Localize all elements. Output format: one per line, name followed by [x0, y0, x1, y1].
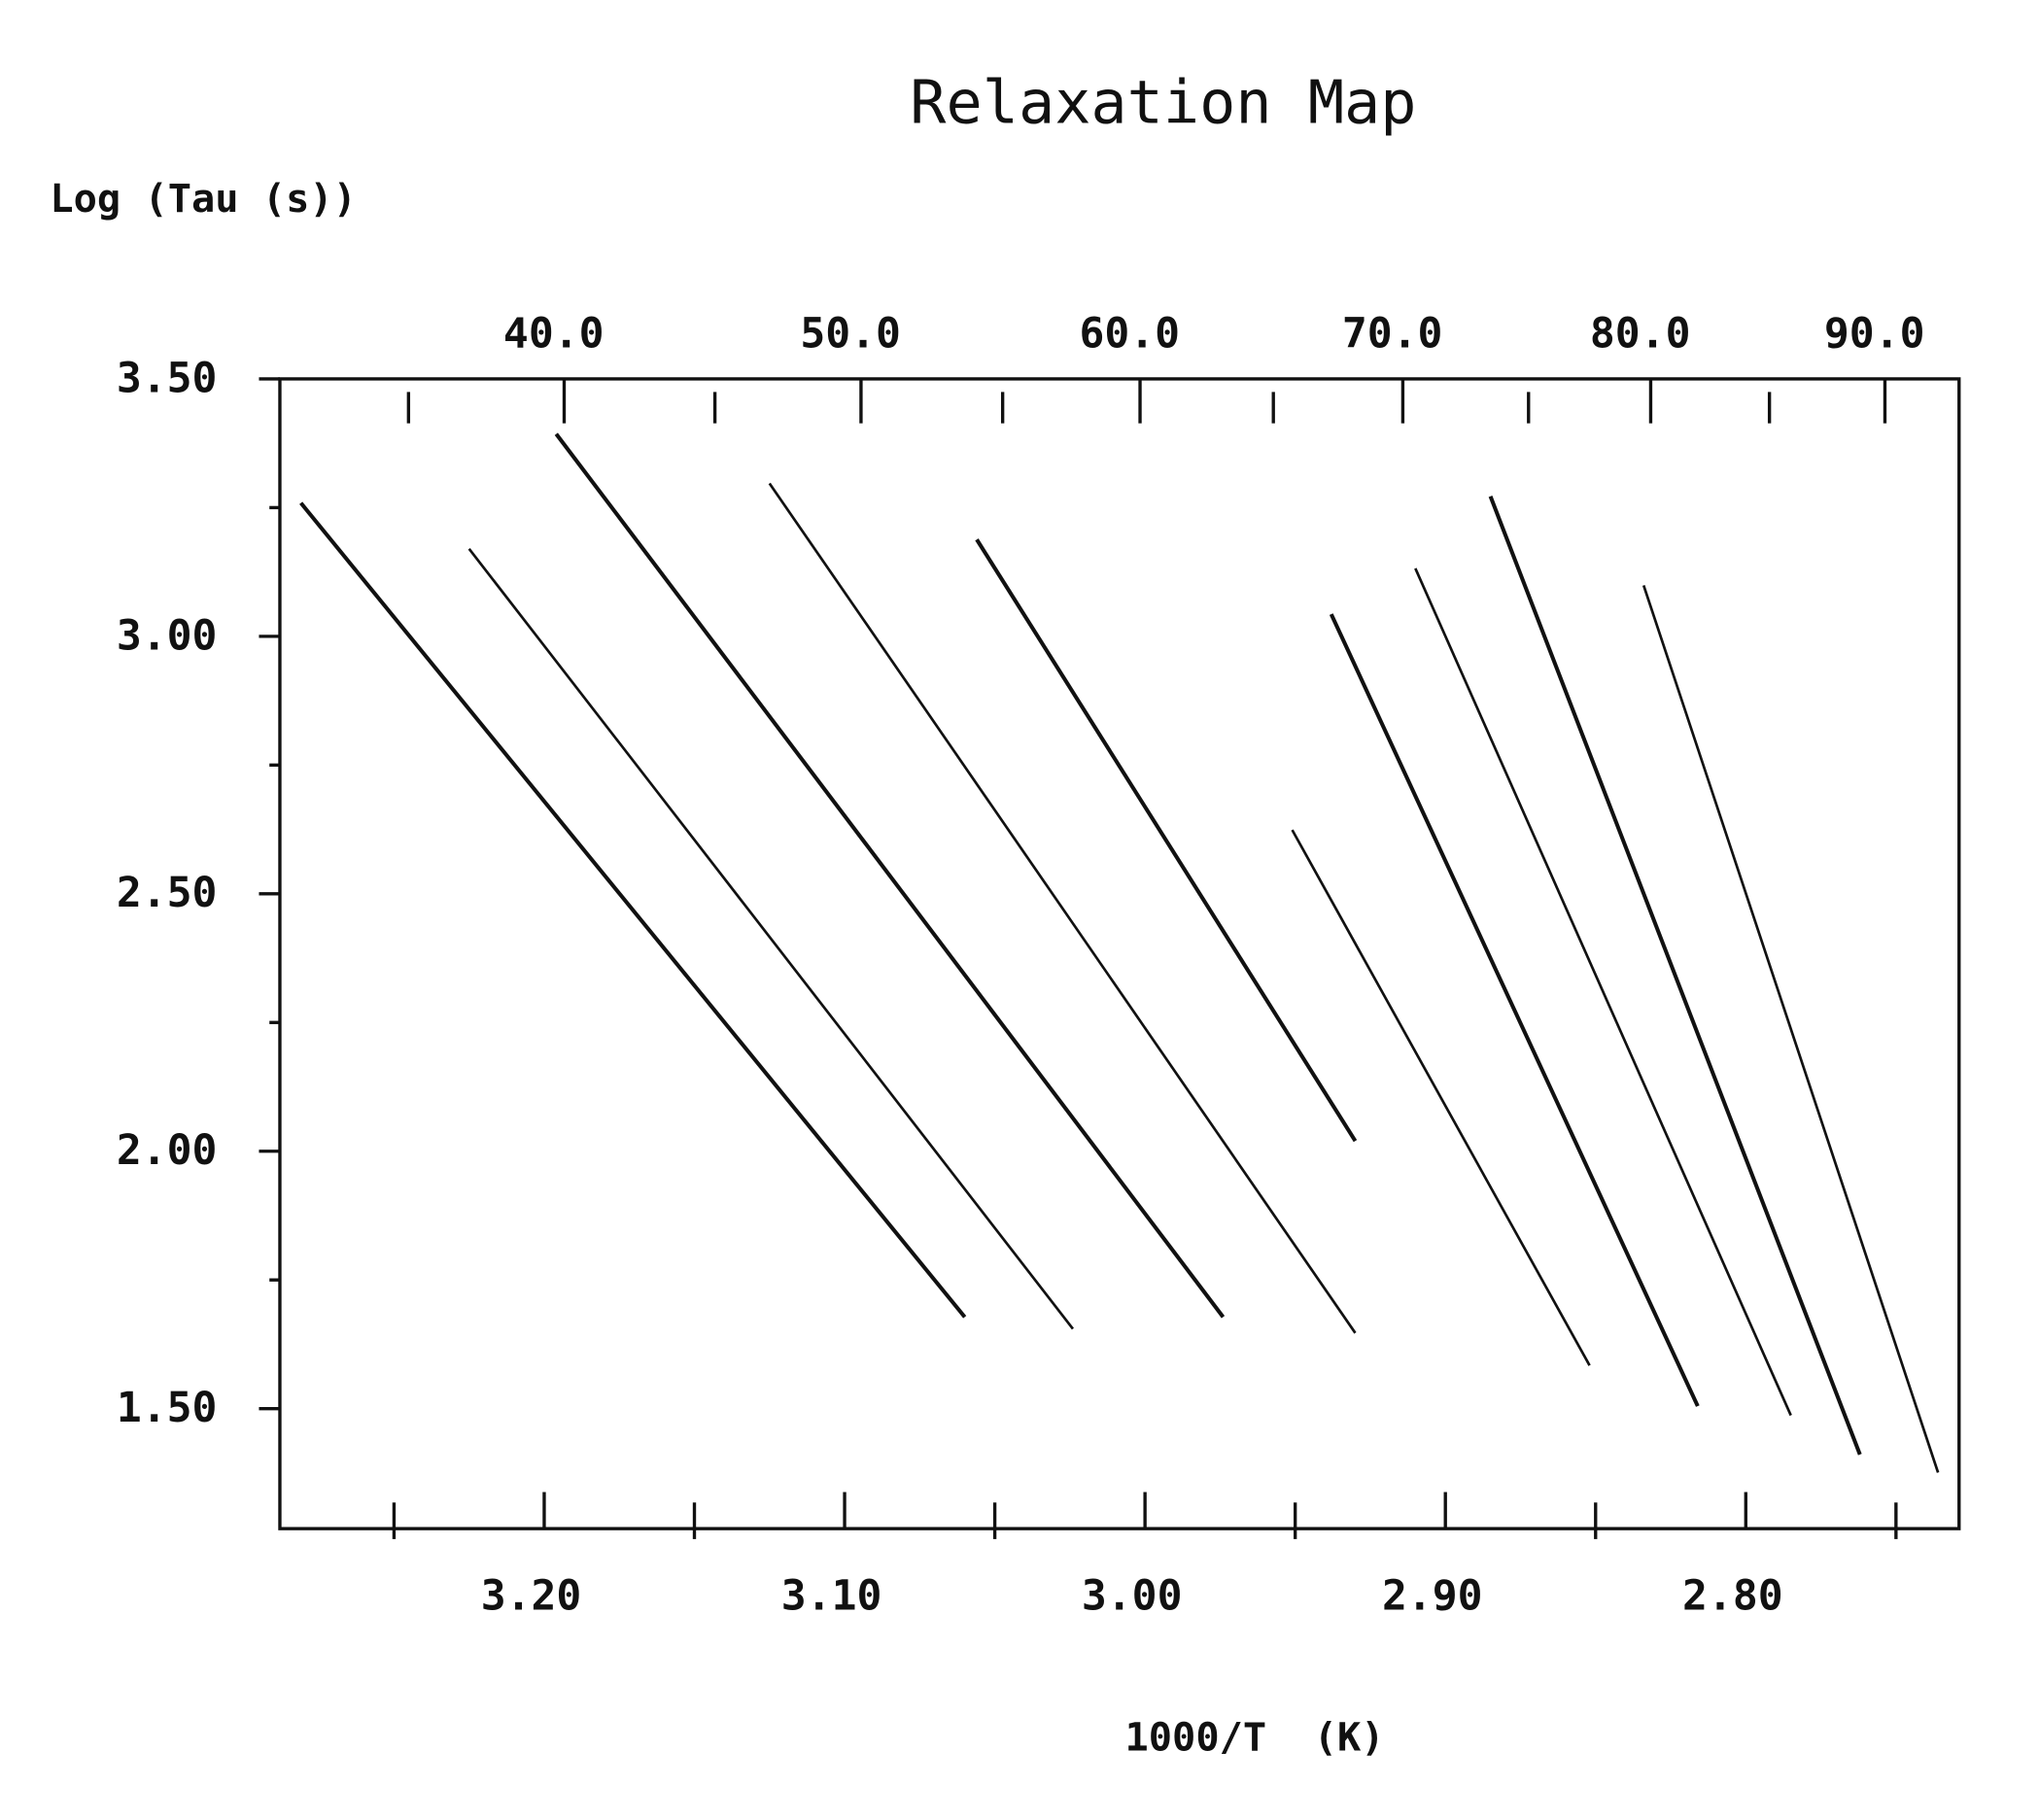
x-tick-label: 3.10: [781, 1572, 882, 1621]
y-tick-label: 3.00: [117, 611, 218, 660]
x-tick-label: 3.20: [481, 1572, 582, 1621]
relaxation-line-1: [299, 501, 967, 1319]
relaxation-line-2: [467, 547, 1075, 1330]
x-tick-label: 2.80: [1682, 1572, 1783, 1621]
y-tick-label: 3.50: [117, 354, 218, 402]
top-tick-label: 40.0: [503, 310, 605, 359]
y-tick-label: 1.50: [117, 1384, 218, 1432]
relaxation-line-8: [1414, 567, 1792, 1417]
axes: 3.20 3.10 3.00 2.90 2.80 3.50 3.00 2.50 2.00 1.50…: [117, 310, 1925, 1621]
relaxation-line-4: [768, 482, 1357, 1334]
top-tick-label: 60.0: [1079, 310, 1180, 359]
plot-frame: [278, 377, 1961, 1530]
y-tick-label: 2.50: [117, 869, 218, 917]
x-axis-label: 1000/T (K): [1124, 1715, 1384, 1761]
y-tick-label: 2.00: [117, 1126, 218, 1175]
relaxation-line-9: [1488, 496, 1862, 1456]
top-tick-label: 90.0: [1824, 310, 1925, 359]
relaxation-line-10: [1642, 584, 1940, 1473]
relaxation-line-6: [1291, 829, 1591, 1366]
chart-title: Relaxation Map: [910, 67, 1416, 137]
series-group: [299, 432, 1940, 1473]
relaxation-line-3: [554, 432, 1226, 1319]
x-tick-label: 3.00: [1082, 1572, 1183, 1621]
top-tick-label: 50.0: [800, 310, 901, 359]
relaxation-line-7: [1329, 613, 1700, 1407]
x-tick-label: 2.90: [1382, 1572, 1483, 1621]
top-tick-label: 70.0: [1342, 310, 1443, 359]
top-tick-label: 80.0: [1590, 310, 1691, 359]
relaxation-line-5: [975, 538, 1358, 1143]
y-axis-label: Log (Tau (s)): [50, 176, 357, 222]
